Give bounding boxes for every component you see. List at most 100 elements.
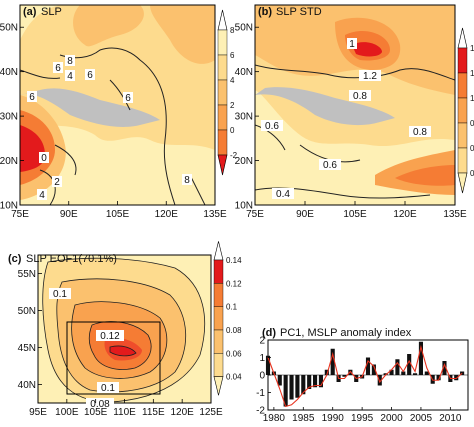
bar: [348, 369, 353, 375]
colorbar-tick-label: 0.6: [470, 144, 474, 153]
x-tick-label: 95E: [29, 407, 47, 418]
contour-label: 4: [39, 190, 45, 201]
y-tick-label: 1: [259, 353, 265, 364]
colorbar-swatch: [217, 104, 228, 131]
bar: [324, 369, 329, 375]
panel-c-colorbar: 0.14 0.12 0.1 0.08 0.06 0.04: [213, 241, 242, 396]
colorbar-tick-label: 0.08: [226, 326, 242, 335]
contour-label-bg: [96, 330, 124, 341]
contour-label: 4: [67, 71, 73, 82]
contour-label-bg: [85, 69, 95, 80]
colorbar-top-arrow: [213, 241, 224, 261]
contour-label-bg: [52, 176, 62, 187]
contour-label: 0.1: [101, 383, 115, 394]
x-tick-label: 125E: [199, 407, 223, 418]
bar: [318, 375, 323, 388]
x-tick-label: 110E: [113, 407, 136, 418]
contour-label-bg: [123, 92, 133, 103]
colorbar-swatch: [217, 54, 228, 81]
y-tick-label: 10N: [235, 201, 253, 212]
colorbar-tick-label: 0.4: [470, 169, 474, 178]
colorbar-top-arrow: [457, 27, 468, 49]
contour-label: 0: [41, 153, 47, 164]
panel-b-tag: (b): [258, 6, 272, 18]
colorbar-tick-label: 0.8: [470, 119, 474, 128]
x-tick-label: 1995: [351, 413, 374, 424]
x-tick-label: 100E: [55, 407, 79, 418]
bar: [407, 354, 412, 375]
y-tick-label: 50N: [0, 23, 18, 34]
contour-label: 6: [55, 63, 61, 74]
contour-label-bg: [49, 288, 71, 299]
contour-label: 1.2: [363, 71, 377, 82]
bar: [377, 375, 382, 386]
x-tick-label: 105E: [343, 209, 367, 220]
bar: [313, 375, 318, 388]
colorbar-swatch: [457, 97, 468, 124]
contour-label-bg: [349, 90, 371, 101]
bar: [442, 361, 447, 375]
x-tick-label: 2005: [410, 413, 433, 424]
bar: [307, 375, 312, 389]
panel-b-y-ticks: 10N 20N 30N 40N 50N: [235, 23, 259, 212]
colorbar-tick-label: 8: [230, 26, 235, 35]
colorbar-tick-label: 1: [470, 94, 474, 103]
contour-label: 0.1: [53, 289, 67, 300]
bar: [295, 375, 300, 398]
x-tick-label: 90E: [60, 209, 78, 220]
panel-d-x-ticks: 1980 1985 1990 1995 2000 2005 2010: [263, 407, 462, 424]
panel-d: (d) PC1, MSLP anomaly index 1980 1985 1990…: [256, 327, 469, 424]
colorbar-tick-label: 0.1: [226, 303, 238, 312]
x-tick-label: 2010: [439, 413, 462, 424]
colorbar-swatch: [213, 329, 224, 354]
bar: [454, 375, 459, 381]
panel-a-tag: (a): [23, 6, 37, 18]
bar: [383, 373, 388, 375]
contour-label: 0.6: [265, 121, 279, 132]
y-tick-label: 45N: [18, 343, 36, 354]
panel-c-contour-labels: 0.1 0.12 0.1 0.08: [49, 288, 124, 410]
x-tick-label: 1985: [292, 413, 315, 424]
contour-label-bg: [359, 70, 381, 81]
y-tick-label: 50N: [18, 306, 36, 317]
contour-label: 0.8: [413, 127, 427, 138]
contour-label: 1: [349, 39, 355, 50]
colorbar-swatch: [213, 306, 224, 331]
contour-label: 2: [54, 177, 60, 188]
bar: [277, 375, 282, 386]
contour-label: 6: [87, 70, 93, 81]
panel-a-x-ticks: 75E 90E 105E 120E 135E: [11, 201, 227, 220]
panel-c-tag: (c): [8, 253, 22, 265]
contour-label-bg: [261, 120, 283, 131]
colorbar-swatch: [457, 47, 468, 74]
x-tick-label: 105E: [106, 209, 130, 220]
bar: [330, 348, 335, 375]
panel-d-y-ticks: 2 1 0 -1 -2: [256, 336, 271, 417]
contour-label-bg: [86, 398, 114, 409]
panel-b-x-ticks: 75E 90E 105E 120E 135E: [246, 201, 467, 220]
colorbar-swatch: [457, 147, 468, 174]
bar: [424, 371, 429, 375]
contour-label-bg: [272, 188, 294, 199]
contour-label: 0.08: [90, 399, 110, 410]
bar: [418, 341, 423, 375]
x-tick-label: 105E: [84, 407, 108, 418]
contour-label-bg: [97, 382, 119, 393]
y-tick-label: 40N: [235, 67, 253, 78]
panel-a-y-ticks: 10N 20N 30N 40N 50N: [0, 23, 24, 212]
panel-b-colorbar: 1.4 1.2 1 0.8 0.6 0.4: [457, 27, 474, 194]
contour-label: 8: [67, 56, 73, 67]
x-tick-label: 75E: [246, 209, 264, 220]
bar: [365, 357, 371, 375]
y-tick-label: 40N: [0, 67, 18, 78]
colorbar-tick-label: 4: [230, 76, 235, 85]
x-tick-label: 120E: [170, 407, 194, 418]
x-tick-label: 120E: [393, 209, 417, 220]
colorbar-top-arrow: [217, 9, 228, 31]
panel-d-tag: (d): [262, 327, 276, 339]
x-tick-label: 135E: [443, 209, 467, 220]
colorbar-tick-label: 0.06: [226, 349, 242, 358]
bar: [389, 369, 394, 375]
